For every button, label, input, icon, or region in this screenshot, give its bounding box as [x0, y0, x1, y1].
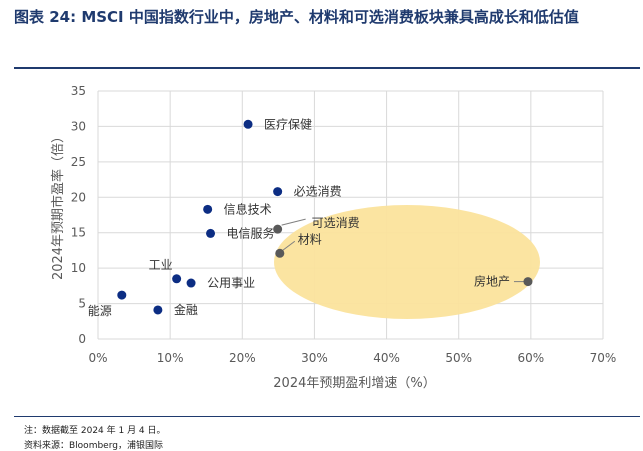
x-tick-label: 60%	[518, 351, 545, 365]
point-label: 医疗保健	[264, 117, 312, 131]
y-tick-label: 20	[71, 190, 86, 204]
point-label: 电信服务	[227, 225, 275, 240]
y-tick-label: 0	[78, 332, 86, 346]
x-tick-label: 50%	[445, 351, 472, 365]
leader-line	[282, 240, 296, 251]
data-point	[206, 228, 216, 238]
point-label: 能源	[88, 304, 112, 318]
data-point	[243, 119, 253, 129]
tick-label-layer: 0 5 10 15 20 25 30 35 0% 10% 20% 30% 40% 50% 60% 70%	[71, 84, 617, 365]
footer-divider	[14, 416, 640, 417]
point-label: 房地产	[474, 274, 510, 289]
chart-title: 图表 24: MSCI 中国指数行业中，房地产、材料和可选消费板块兼具高成长和低…	[14, 8, 579, 26]
data-point	[172, 274, 182, 284]
point-label: 公用事业	[207, 276, 255, 290]
data-point	[523, 277, 533, 287]
x-tick-label: 40%	[373, 351, 400, 365]
data-point	[275, 248, 285, 258]
y-axis-label: 2024年预期市盈率（倍）	[50, 130, 66, 280]
source-note: 资料来源：Bloomberg，浦银国际	[24, 441, 163, 451]
point-label: 工业	[149, 258, 173, 272]
leader-line	[281, 218, 306, 226]
y-tick-label: 25	[71, 155, 86, 169]
y-tick-label: 15	[71, 226, 86, 240]
data-point	[273, 224, 283, 234]
highlight-ellipse	[274, 205, 540, 319]
x-tick-label: 70%	[590, 351, 617, 365]
data-point	[153, 305, 163, 315]
footnote: 注：数据截至 2024 年 1 月 4 日。	[24, 426, 166, 436]
x-axis-label: 2024年预期盈利增速（%）	[273, 376, 435, 391]
point-label: 可选消费	[312, 216, 360, 230]
highlight-ellipse-layer	[274, 205, 540, 319]
point-label: 金融	[174, 302, 198, 317]
x-tick-label: 20%	[229, 351, 256, 365]
x-tick-label: 30%	[301, 351, 328, 365]
data-point-layer	[117, 119, 533, 315]
point-label: 必选消费	[294, 185, 342, 199]
x-tick-label: 0%	[88, 351, 107, 365]
data-point	[117, 290, 127, 300]
leader-line-layer	[281, 218, 524, 283]
point-label: 材料	[298, 232, 322, 246]
data-point	[203, 204, 213, 214]
point-label: 信息技术	[224, 201, 272, 216]
x-tick-label: 10%	[157, 351, 184, 365]
header-divider	[14, 67, 640, 69]
data-point	[273, 187, 283, 197]
y-tick-label: 30	[71, 119, 86, 133]
y-tick-label: 10	[71, 261, 86, 275]
data-point	[186, 278, 196, 288]
y-tick-label: 5	[78, 297, 86, 311]
y-tick-label: 35	[71, 84, 86, 98]
